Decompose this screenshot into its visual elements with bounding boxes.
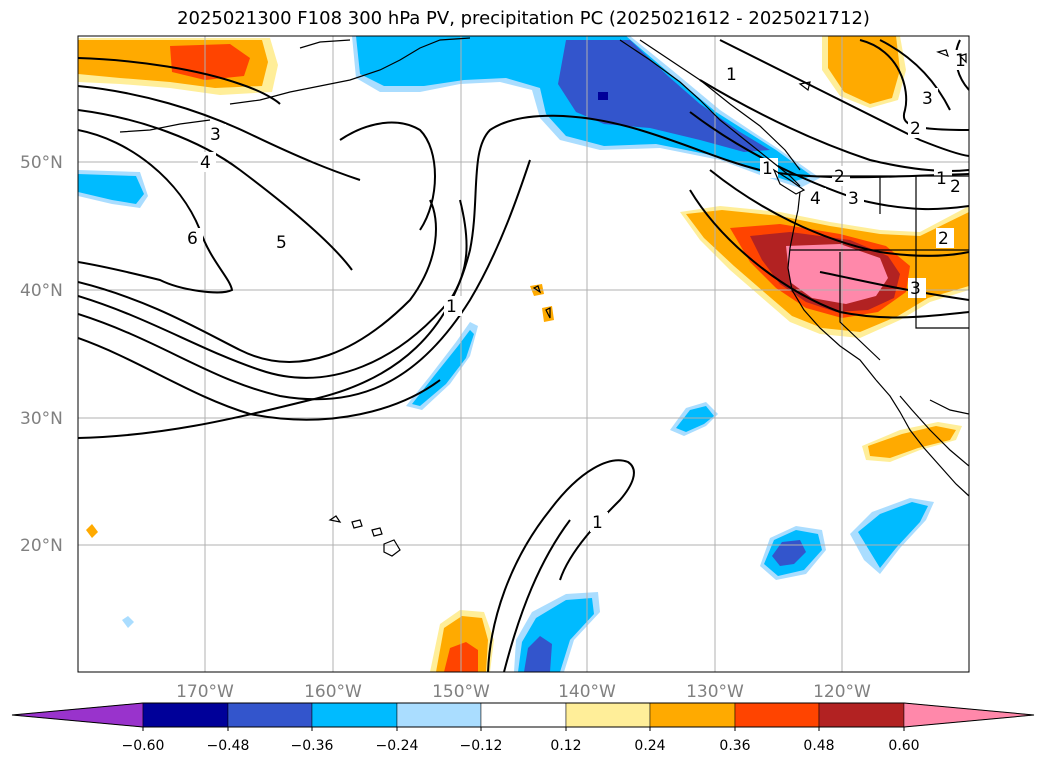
colorbar-segment xyxy=(649,702,736,728)
colorbar-segment xyxy=(565,702,651,728)
colorbar-tick-label: −0.24 xyxy=(376,738,419,754)
precip-negative-anomaly-subtropical xyxy=(858,502,928,568)
precip-negative-anomaly-subtropical xyxy=(412,330,474,406)
contour-label: 5 xyxy=(276,233,287,253)
lat-label-20n: 20°N xyxy=(20,536,63,556)
contour-label: 4 xyxy=(810,189,821,209)
colorbar-segment xyxy=(396,702,482,728)
contour-label: 3 xyxy=(210,125,221,145)
contour-label: 2 xyxy=(834,167,845,187)
lat-label-30n: 30°N xyxy=(20,409,63,429)
precip-positive-anomaly-small xyxy=(86,524,98,538)
lon-label-170w: 170°W xyxy=(176,682,234,702)
precip-negative-anomaly-small xyxy=(122,616,134,628)
colorbar-extend-low xyxy=(11,702,144,728)
lon-label-140w: 140°W xyxy=(558,682,616,702)
contour-label: 1 xyxy=(936,169,947,189)
latitude-labels: 50°N 40°N 30°N 20°N xyxy=(20,153,63,556)
precip-positive-anomaly-ne xyxy=(828,36,900,104)
contour-label: 1 xyxy=(726,65,737,85)
contour-label: 6 xyxy=(187,229,198,249)
lon-label-120w: 120°W xyxy=(813,682,871,702)
colorbar-tick-label: −0.36 xyxy=(291,738,334,754)
precip-negative-anomaly-south xyxy=(524,636,552,672)
lat-label-40n: 40°N xyxy=(20,281,63,301)
colorbar-segment xyxy=(227,702,313,728)
map-title: 2025021300 F108 300 hPa PV, precipitatio… xyxy=(177,8,870,29)
contour-label: 1 xyxy=(446,297,457,317)
colorbar-tick-label: −0.12 xyxy=(460,738,503,754)
colorbar-tick-label: −0.60 xyxy=(122,738,165,754)
longitude-labels: 170°W 160°W 150°W 140°W 130°W 120°W xyxy=(176,682,871,702)
colorbar-tick-label: 0.24 xyxy=(634,738,665,754)
colorbar-tick-label: −0.48 xyxy=(207,738,250,754)
contour-label: 3 xyxy=(922,89,933,109)
coastlines xyxy=(119,37,969,557)
contour-label: 4 xyxy=(200,153,211,173)
precip-positive-anomaly-california xyxy=(786,244,888,304)
colorbar-tick-label: 0.60 xyxy=(888,738,919,754)
colorbar: −0.60 −0.48 −0.36 −0.24 −0.12 0.12 0.24 … xyxy=(11,702,1035,754)
colorbar-segment xyxy=(734,702,820,728)
colorbar-segment xyxy=(818,702,905,728)
graticule xyxy=(78,36,969,672)
precip-negative-anomaly-subtropical xyxy=(676,406,714,432)
colorbar-extend-high xyxy=(903,702,1035,728)
colorbar-segment xyxy=(142,702,229,728)
precip-negative-anomaly-w xyxy=(78,174,144,204)
precip-shading xyxy=(78,36,969,672)
contour-label: 2 xyxy=(910,119,921,139)
contour-label: 1 xyxy=(762,159,773,179)
lon-label-150w: 150°W xyxy=(432,682,490,702)
colorbar-tick-label: 0.36 xyxy=(719,738,750,754)
colorbar-tick-label: 0.48 xyxy=(803,738,834,754)
lon-label-160w: 160°W xyxy=(304,682,362,702)
colorbar-ticks xyxy=(142,727,905,731)
contour-label: 2 xyxy=(950,177,961,197)
colorbar-tick-label: 0.12 xyxy=(550,738,581,754)
map-border xyxy=(77,35,970,673)
colorbar-segment xyxy=(480,702,567,728)
contour-label: 1 xyxy=(592,513,603,533)
precip-negative-anomaly-subtropical xyxy=(772,540,806,566)
pv-contours xyxy=(78,39,969,672)
lat-label-50n: 50°N xyxy=(20,153,63,173)
contour-label: 1 xyxy=(955,51,966,71)
colorbar-segment xyxy=(311,702,398,728)
precip-negative-anomaly-goa xyxy=(598,92,608,100)
contour-label: 3 xyxy=(848,189,859,209)
map-panel: 3 4 6 5 1 1 1 2 3 4 3 2 1 2 xyxy=(78,36,969,672)
contour-label: 2 xyxy=(938,229,949,249)
precip-negative-anomaly-goa xyxy=(558,40,770,152)
lon-label-130w: 130°W xyxy=(686,682,744,702)
